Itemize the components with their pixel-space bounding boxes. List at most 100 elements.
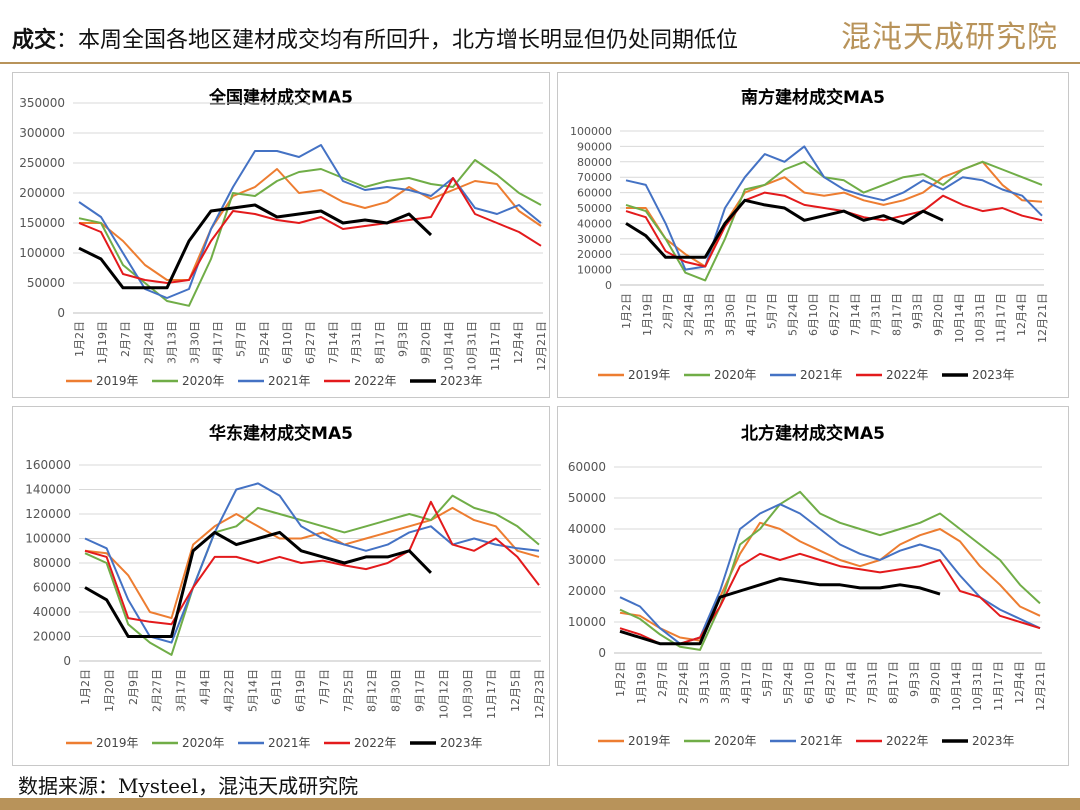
x-tick-label: 3月17日: [175, 669, 188, 712]
x-tick-label: 6月10日: [803, 661, 816, 704]
y-tick-label: 20000: [568, 584, 606, 598]
y-tick-label: 40000: [33, 605, 71, 619]
x-tick-label: 10月14日: [953, 293, 966, 343]
x-tick-label: 9月3日: [396, 321, 409, 357]
header-divider: [0, 62, 1080, 64]
x-tick-label: 12月4日: [512, 321, 525, 364]
x-tick-label: 1月2日: [620, 293, 633, 329]
x-tick-label: 10月30日: [461, 669, 474, 719]
x-tick-label: 7月14日: [327, 321, 340, 364]
y-tick-label: 90000: [577, 140, 612, 153]
legend-label: 2019年: [96, 736, 139, 750]
y-tick-label: 30000: [577, 233, 612, 246]
y-tick-label: 0: [57, 306, 65, 320]
legend-label: 2020年: [714, 368, 757, 382]
y-tick-label: 10000: [568, 615, 606, 629]
series-line-1: [84, 506, 540, 620]
x-tick-label: 1月20日: [103, 669, 116, 712]
x-tick-label: 12月21日: [535, 321, 548, 371]
y-tick-label: 300000: [19, 126, 65, 140]
series-line-4: [84, 500, 540, 626]
x-tick-label: 7月14日: [845, 661, 858, 704]
legend-label: 2020年: [714, 734, 757, 748]
x-tick-label: 11月17日: [994, 293, 1007, 343]
x-tick-label: 7月31日: [870, 293, 883, 336]
chart-title: 全国建材成交MA5: [208, 87, 353, 108]
x-tick-label: 2月24日: [682, 293, 695, 336]
y-tick-label: 350000: [19, 96, 65, 110]
x-tick-label: 1月2日: [614, 661, 627, 697]
x-tick-label: 9月3日: [908, 661, 921, 697]
x-tick-label: 3月30日: [724, 293, 737, 336]
x-tick-label: 9月17日: [414, 669, 427, 712]
x-tick-label: 1月19日: [641, 293, 654, 336]
x-tick-label: 2月7日: [656, 661, 669, 697]
x-tick-label: 5月24日: [786, 293, 799, 336]
series-line-1: [619, 521, 1041, 642]
y-tick-label: 150000: [19, 216, 65, 230]
x-tick-label: 1月19日: [96, 321, 109, 364]
page-title-bold: 成交: [12, 27, 57, 53]
x-tick-label: 2月7日: [119, 321, 132, 357]
x-tick-label: 4月17日: [740, 661, 753, 704]
page-title: 成交：本周全国各地区建材成交均有所回升，北方增长明显但仍处同期低位: [12, 22, 738, 54]
x-tick-label: 5月7日: [761, 661, 774, 697]
page-header: 成交：本周全国各地区建材成交均有所回升，北方增长明显但仍处同期低位 混沌天成研究…: [0, 0, 1080, 62]
y-tick-label: 40000: [577, 217, 612, 230]
y-tick-label: 200000: [19, 186, 65, 200]
chart-panel-national: 全国建材成交MA5 0 50000 100000 150000 200000 250000 3…: [12, 72, 550, 398]
footer-bar: [0, 798, 1080, 810]
series-line-4: [625, 191, 1043, 268]
legend-label: 2023年: [440, 374, 483, 388]
y-tick-label: 250000: [19, 156, 65, 170]
y-tick-label: 70000: [577, 171, 612, 184]
x-tick-label: 6月19日: [294, 669, 307, 712]
y-tick-label: 0: [63, 654, 71, 668]
x-tick-label: 11月17日: [992, 661, 1005, 711]
y-tick-label: 140000: [25, 483, 71, 497]
legend-label: 2023年: [972, 734, 1015, 748]
chart-title: 北方建材成交MA5: [741, 423, 885, 444]
chart-south: 南方建材成交MA5 0 10000 20000 30000 40000 50000 60000…: [570, 87, 1049, 382]
x-tick-label: 10月31日: [971, 661, 984, 711]
x-tick-label: 3月13日: [703, 293, 716, 336]
legend-label: 2021年: [268, 374, 311, 388]
legend-label: 2022年: [886, 734, 929, 748]
legend-label: 2020年: [182, 736, 225, 750]
series-line-4: [78, 177, 542, 284]
series-line-5: [619, 577, 941, 646]
series-line-2: [619, 490, 1041, 651]
x-tick-label: 1月2日: [73, 321, 86, 357]
x-tick-label: 6月27日: [828, 293, 841, 336]
x-tick-label: 7月31日: [350, 321, 363, 364]
chart-north: 北方建材成交MA5 0 10000 20000 30000 40000 50000 60000…: [568, 423, 1047, 748]
x-tick-label: 10月12日: [437, 669, 450, 719]
x-tick-label: 7月31日: [866, 661, 879, 704]
chart-panel-north: 北方建材成交MA5 0 10000 20000 30000 40000 50000 60000…: [557, 406, 1069, 766]
y-tick-label: 40000: [568, 522, 606, 536]
x-tick-label: 10月14日: [443, 321, 456, 371]
chart-east: 华东建材成交MA5 0 20000 40000 60000 80000 100000 1200…: [25, 423, 546, 750]
x-tick-label: 7月14日: [849, 293, 862, 336]
x-tick-label: 1月19日: [635, 661, 648, 704]
x-tick-label: 8月17日: [890, 293, 903, 336]
x-tick-label: 5月7日: [235, 321, 248, 357]
y-tick-label: 50000: [568, 491, 606, 505]
legend-label: 2019年: [628, 734, 671, 748]
y-tick-label: 50000: [27, 276, 65, 290]
x-tick-label: 6月27日: [304, 321, 317, 364]
x-tick-label: 6月1日: [270, 669, 283, 705]
legend-label: 2019年: [628, 368, 671, 382]
x-tick-label: 3月30日: [719, 661, 732, 704]
chart-panel-east: 华东建材成交MA5 0 20000 40000 60000 80000 100000 1200…: [12, 406, 550, 766]
legend-label: 2022年: [354, 374, 397, 388]
y-tick-label: 60000: [577, 187, 612, 200]
series-line-2: [78, 159, 542, 307]
x-tick-label: 6月10日: [281, 321, 294, 364]
x-tick-label: 2月27日: [151, 669, 164, 712]
x-tick-label: 12月23日: [533, 669, 546, 719]
x-tick-label: 2月24日: [677, 661, 690, 704]
x-tick-label: 7月25日: [342, 669, 355, 712]
x-tick-label: 11月17日: [489, 321, 502, 371]
y-tick-label: 100000: [19, 246, 65, 260]
